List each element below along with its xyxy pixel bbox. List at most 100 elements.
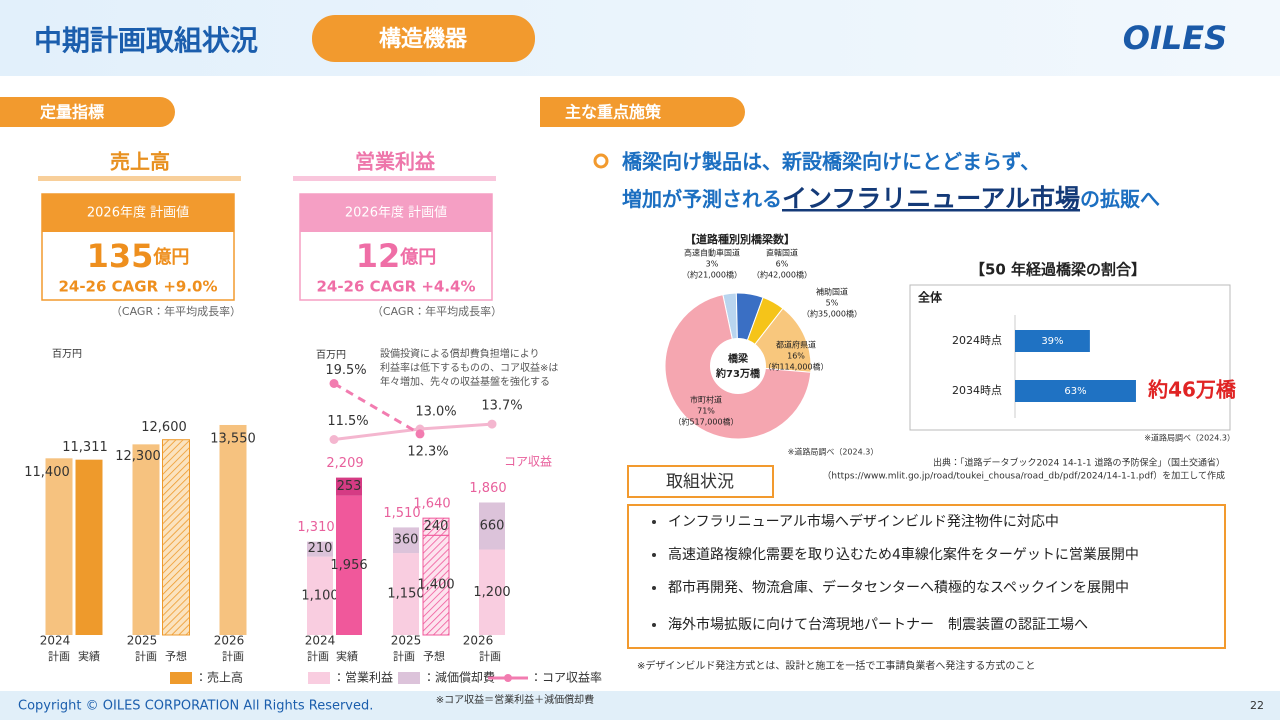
line-point [329,435,339,444]
x-sub-label: 計画 [48,649,70,663]
data-label: 39% [1041,336,1063,347]
x-group-label: 2025 [391,634,422,648]
section-title: 定量指標 [39,103,104,122]
source: （https://www.mlit.go.jp/road/toukei_chou… [822,470,1225,482]
data-label: 253 [337,479,362,494]
x-sub-label: 計画 [479,649,501,663]
copyright: Copyright © OILES CORPORATION All Rights… [18,699,373,714]
total-label: 1,310 [297,520,334,535]
unit-label: 百万円 [52,348,82,360]
chart-title: 【道路種別別橋梁数】 [685,232,795,246]
kpi-box-header [300,194,492,232]
slice-count: （約21,000橋） [682,270,742,280]
note: 利益率は低下するものの、コア収益※は [380,361,558,374]
kpi-value: 135 [87,237,154,275]
slice-value: 71% [697,407,715,416]
legend-swatch [398,672,420,684]
total-label: 1,640 [413,497,450,512]
page-number: 22 [1250,699,1264,712]
slice-name: 都道府県道 [776,340,816,350]
line-point [415,429,425,439]
kpi-caption: 2026年度 計画値 [87,205,189,221]
headline-part: の拡販へ [1080,187,1160,211]
legend-point [504,674,512,682]
hbar-frame [909,284,1231,431]
chart-title: 【50 年経過橋梁の割合】 [970,261,1146,279]
legend-swatch [308,672,330,684]
kpi-unit: 億円 [399,246,436,268]
data-label: 13.0% [415,405,456,420]
data-label: 660 [480,518,505,533]
data-label: 1,150 [387,587,424,602]
bar-segment [393,553,419,635]
slice-count: （約517,000橋） [673,417,738,427]
x-group-label: 2025 [127,634,158,648]
kpi-caption: 2026年度 計画値 [345,205,447,221]
legend-label: ：営業利益 [333,671,393,685]
kpi-cagr: 24-26 CAGR +9.0% [58,278,217,296]
data-label: 13,550 [210,431,256,446]
bar [45,458,73,635]
slice-count: （約35,000橋） [802,309,862,319]
bullet [652,623,656,627]
slice-value: 6% [776,260,789,269]
slice-value: 3% [706,260,719,269]
x-group-label: 2024 [305,634,336,648]
data-label: 11,400 [24,465,70,480]
note: 年々増加、先々の収益基盤を強化する [380,375,550,388]
total-label: 1,510 [383,506,420,521]
data-label: 19.5% [325,363,366,378]
x-sub-label: 計画 [222,649,244,663]
annotation: 約46万橋 [1147,378,1237,402]
footer-band [0,691,1280,720]
data-label: 11,311 [62,440,108,455]
slice-count: （約114,000橋） [763,362,828,372]
slice-count: （約42,000橋） [752,270,812,280]
kpi-note: （CAGR：年平均成長率） [111,304,241,318]
x-sub-label: 実績 [336,649,358,663]
data-label: 12.3% [407,444,448,459]
status-item: インフラリニューアル市場へデザインビルド発注物件に対応中 [668,513,1059,530]
status-list: インフラリニューアル市場へデザインビルド発注物件に対応中 高速道路複線化需要を取… [652,513,1139,633]
data-label: 360 [394,533,419,548]
status-title: 取組状況 [666,472,734,492]
data-label: 12,300 [115,449,161,464]
bar [132,444,160,635]
bar-segment [422,517,450,536]
y-tick-label: 2034時点 [952,384,1002,397]
section-bar [0,97,175,127]
data-label: 210 [308,541,333,556]
kpi-title: 売上高 [110,150,170,174]
status-item: 高速道路複線化需要を取り込むため4車線化案件をターゲットに営業展開中 [668,546,1139,563]
data-label: 1,400 [417,578,454,593]
bar-segment [393,527,419,554]
x-sub-label: 計画 [307,649,329,663]
bar-segment [336,495,362,635]
headline: 増加が予測されるインフラリニューアル市場の拡販へ [622,184,1160,213]
data-label: 1,100 [301,588,338,603]
logo: OILES [1123,19,1227,57]
center-value: 約73万橋 [715,367,761,380]
section-bar [540,97,745,127]
kpi-unit: 億円 [152,246,189,268]
headline-emphasis: インフラリニューアル市場 [782,184,1080,213]
bar-segment [479,549,505,635]
bar [162,439,190,636]
legend-label: ：コア収益率 [530,671,602,685]
data-label: 63% [1064,386,1086,397]
chart-subtitle: 全体 [918,290,943,305]
kpi-title: 営業利益 [355,150,436,174]
data-label: 240 [424,519,449,534]
x-sub-label: 予想 [423,649,445,663]
data-label: 13.7% [481,399,522,414]
status-footnote: ※デザインビルド発注方式とは、設計と施工を一括で工事請負業者へ発注する方式のこと [637,659,1035,672]
bar [1015,380,1136,402]
line-point [487,419,497,429]
status-item: 海外市場拡販に向けて台湾現地パートナー 制震装置の認証工場へ [668,616,1088,633]
data-label: 11.5% [327,414,368,429]
bullet [652,553,656,557]
headline: 橋梁向け製品は、新設橋梁向けにとどまらず、 [622,150,1040,174]
kpi-value: 12 [356,237,401,275]
bar [75,459,103,635]
